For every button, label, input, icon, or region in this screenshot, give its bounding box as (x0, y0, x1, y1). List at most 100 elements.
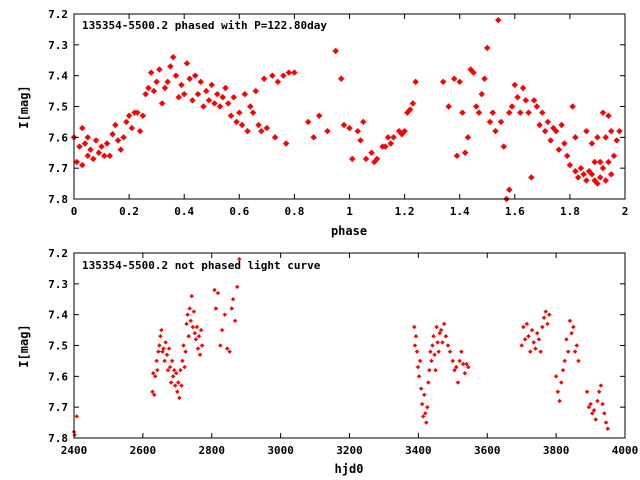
light-curve-data-point (417, 358, 423, 364)
light-curve-data-point (429, 358, 434, 364)
light-curve-data-point (424, 420, 429, 425)
light-curve-data-point (179, 383, 184, 388)
light-curve-data-point (225, 346, 230, 351)
phased-data-point (142, 90, 149, 98)
light-curve-data-point (158, 334, 163, 339)
light-curve-data-point (436, 349, 441, 354)
light-curve-data-point (419, 401, 425, 407)
phased-data-point (591, 177, 598, 184)
light-curve-data-point (437, 330, 442, 336)
light-curve-data-point (457, 358, 462, 364)
phased-x-tick-label: 1.4 (450, 205, 470, 218)
phased-data-point (84, 152, 91, 160)
phased-y-tick-label: 7.6 (48, 131, 68, 144)
light-curve-data-point (74, 414, 79, 419)
light-curve-data-point (562, 358, 567, 364)
light-curve-data-point (165, 367, 171, 373)
light-curve-data-point (598, 383, 604, 388)
phased-data-point (167, 63, 174, 70)
phased-data-point (583, 127, 590, 135)
light-curve-data-point (464, 361, 469, 367)
light-curve-data-point (529, 327, 535, 333)
light-curve-data-point (571, 324, 576, 330)
phased-data-point (360, 118, 367, 126)
phased-data-point (340, 121, 348, 129)
light-curve-data-point (181, 343, 186, 348)
phased-data-point (156, 66, 163, 73)
light-curve-data-point (431, 334, 436, 339)
light-curve-y-tick-label: 7.2 (48, 247, 68, 260)
phased-data-point (230, 94, 237, 101)
phased-data-point (536, 121, 543, 129)
phased-data-point (189, 97, 196, 104)
light-curve-x-axis-label: hjd0 (335, 462, 364, 476)
light-curve-data-point (197, 352, 203, 357)
light-curve-data-point (176, 380, 181, 385)
light-curve-data-point (574, 343, 579, 348)
light-curve-data-point (180, 358, 185, 364)
phased-data-point (569, 103, 576, 110)
light-curve-data-point (415, 364, 421, 370)
light-curve-data-point (170, 374, 176, 379)
light-curve-data-point (595, 398, 600, 404)
phased-data-point (282, 140, 290, 147)
phased-data-point (445, 103, 452, 110)
light-curve-data-point (588, 401, 593, 407)
light-curve-data-point (605, 426, 610, 431)
phased-data-point (84, 134, 91, 141)
phased-data-point (541, 127, 549, 135)
phased-data-point (125, 112, 133, 119)
phased-data-point (147, 69, 155, 76)
light-curve-data-point (185, 312, 190, 317)
phased-data-point (610, 152, 618, 160)
phased-axis-ticks: 0 0.2 0.4 0.6 0.8 1 1.2 1.4 1.6 1.8 2 7.2 7.3 7.4 7.5 7… (48, 8, 628, 218)
phased-data-point (98, 143, 105, 150)
light-curve-y-tick-label: 7.6 (48, 370, 68, 383)
light-curve-data-point (534, 330, 540, 336)
light-curve-data-point (232, 318, 238, 324)
phased-x-tick-label: 1.6 (505, 205, 525, 218)
light-curve-data-point (600, 401, 605, 407)
light-curve-y-tick-label: 7.3 (48, 278, 68, 291)
phased-x-tick-label: 1.2 (395, 205, 415, 218)
light-curve-data-point (522, 337, 528, 342)
phased-data-point (150, 87, 158, 95)
phased-data-point (384, 134, 392, 141)
light-curve-data-point (194, 324, 200, 330)
light-curve-data-point (425, 404, 430, 410)
phased-data-point (464, 134, 472, 141)
phased-plot-title: 135354-5500.2 phased with P=122.80day (82, 19, 327, 32)
phased-data-point (346, 124, 353, 132)
light-curve-data-point (531, 340, 536, 345)
light-curve-data-point (533, 346, 538, 351)
light-curve-data-point (433, 367, 438, 373)
phased-data-point (134, 109, 141, 116)
light-curve-data-point (161, 346, 166, 351)
light-curve-data-point (560, 367, 566, 373)
phased-data-point (585, 168, 593, 175)
phased-data-point (249, 109, 257, 116)
phased-data-point (547, 137, 554, 144)
light-curve-data-point (455, 380, 461, 385)
light-curve-data-point (422, 392, 427, 398)
light-curve-data-point (576, 358, 581, 364)
phased-data-point (484, 44, 491, 52)
light-curve-data-point (538, 349, 543, 354)
phased-data-point (382, 143, 389, 150)
light-curve-data-point (536, 337, 542, 342)
light-curve-data-point (229, 306, 234, 311)
phased-data-point (605, 158, 612, 166)
phased-data-point (332, 47, 339, 55)
phased-data-point (387, 140, 395, 147)
phased-data-point (269, 72, 276, 79)
light-curve-y-tick-label: 7.4 (48, 309, 68, 322)
phased-y-tick-label: 7.2 (48, 8, 68, 21)
phased-x-tick-label: 0.2 (119, 205, 139, 218)
light-curve-data-point (218, 343, 223, 348)
phased-data-point (219, 94, 226, 101)
light-curve-data-points (71, 256, 610, 438)
light-curve-data-point (564, 337, 569, 342)
phased-data-point (214, 90, 221, 98)
light-curve-x-tick-label: 2600 (130, 444, 157, 457)
